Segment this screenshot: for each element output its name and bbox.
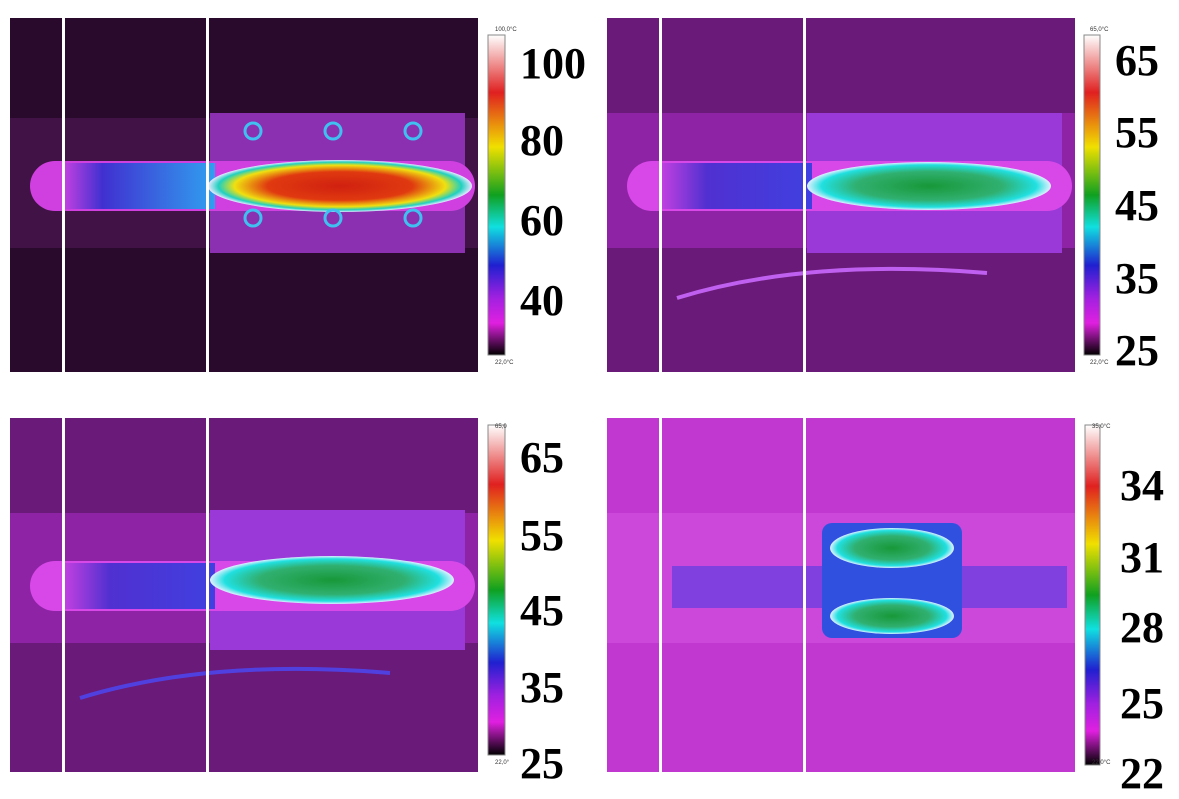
scale-tick: 60 [520, 196, 564, 245]
scale-tick: 40 [520, 276, 564, 325]
scale-tick: 100 [520, 39, 586, 88]
scale-tick: 35 [520, 663, 564, 712]
scale-top: 65,0°C [1090, 27, 1109, 33]
scale-tick: 45 [520, 586, 564, 635]
colorbar [488, 425, 505, 755]
scale-top: 35,0°C [1092, 424, 1111, 430]
figure: 100,0°C 22,0°C 100 80 60 40 65,0°C 22,0°… [0, 0, 1179, 799]
scale-tick: 35 [1115, 254, 1159, 303]
scale-tick: 55 [520, 511, 564, 560]
thermal-image [10, 418, 478, 772]
scale-tick: 55 [1115, 108, 1159, 157]
colorbar [1085, 425, 1100, 765]
scale-tick: 34 [1120, 461, 1164, 510]
scale-tick: 22 [1120, 749, 1164, 798]
page: {"panels": [ {"scale_top": "100,0°C", "s… [0, 0, 1179, 799]
thermal-image [10, 18, 478, 372]
scale-tick: 25 [1120, 679, 1164, 728]
scale-tick: 31 [1120, 533, 1164, 582]
colorbar [488, 35, 505, 355]
scale-top: 65,0 [495, 424, 507, 430]
scale-bottom: 22,0° [495, 760, 510, 766]
scale-bottom: 22,0°C [1092, 760, 1111, 766]
scale-bottom: 22,0°C [495, 360, 514, 366]
scale-tick: 65 [520, 433, 564, 482]
scale-tick: 65 [1115, 36, 1159, 85]
scale-tick: 45 [1115, 181, 1159, 230]
colorbar [1084, 35, 1100, 355]
scale-top: 100,0°C [495, 27, 517, 33]
scale-tick: 25 [1115, 326, 1159, 375]
scale-bottom: 22,0°C [1090, 360, 1109, 366]
thermal-image [607, 418, 1075, 772]
scale-tick: 28 [1120, 603, 1164, 652]
scale-tick: 80 [520, 116, 564, 165]
scale-tick: 25 [520, 739, 564, 788]
thermal-image [607, 18, 1075, 372]
